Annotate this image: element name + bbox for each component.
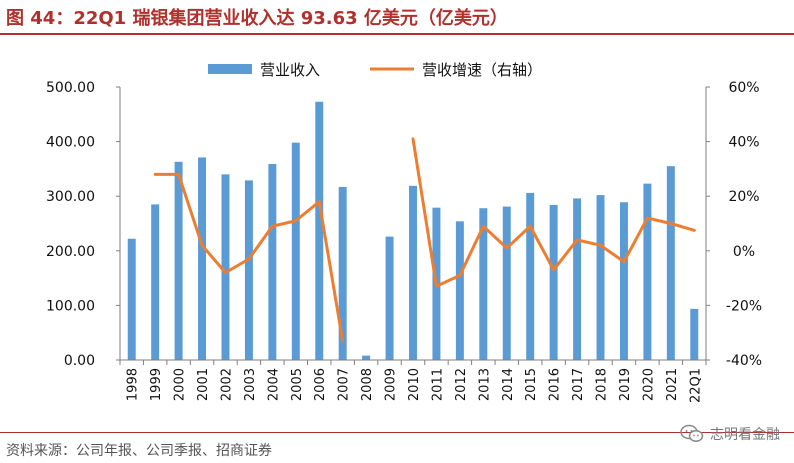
x-tick-label: 2020 (641, 368, 656, 401)
x-axis: 1998 1999 2000 2001 2002 2003 2004 2005 2006 2007… (119, 359, 707, 403)
left-tick-label: 200.00 (46, 244, 95, 260)
x-tick-label: 2016 (548, 368, 563, 401)
x-tick-label: 2006 (313, 368, 328, 401)
growth-line-segment (411, 137, 696, 288)
bar (315, 101, 324, 360)
bar (596, 195, 605, 360)
legend-label-growth: 营收增速（右轴） (422, 61, 542, 79)
bar (198, 157, 207, 360)
legend-swatch-bar (208, 64, 252, 74)
x-tick-label: 2012 (454, 368, 469, 401)
bar (479, 208, 488, 360)
line-series (153, 137, 696, 343)
right-tick-label: 60% (728, 80, 759, 96)
watermark-text: 志明看金融 (710, 427, 780, 443)
bar (291, 142, 300, 360)
chart-title: 图 44：22Q1 瑞银集团营业收入达 93.63 亿美元（亿美元） (6, 8, 508, 29)
x-tick-label: 2008 (360, 368, 375, 401)
x-tick-label: 2017 (571, 368, 586, 401)
x-tick-label: 2003 (243, 368, 258, 401)
x-tick-label: 2010 (407, 368, 422, 401)
bar (338, 186, 347, 360)
bar (362, 355, 371, 360)
left-tick-label: 0.00 (64, 353, 95, 369)
bar (643, 183, 652, 360)
bar (619, 202, 628, 360)
right-tick-label: -20% (726, 298, 762, 314)
chart-svg: 营业收入 营收增速（右轴） 0.00 100.00 200.00 300.00 400.0… (46, 61, 762, 403)
bar (409, 185, 417, 360)
chart-legend: 营业收入 营收增速（右轴） (208, 61, 542, 79)
bar (385, 236, 394, 360)
left-tick-label: 500.00 (46, 80, 95, 96)
legend-label-revenue: 营业收入 (260, 61, 320, 79)
bar (549, 204, 558, 360)
x-tick-label: 2002 (219, 368, 234, 401)
bar (455, 221, 464, 360)
x-tick-label: 2011 (430, 368, 445, 401)
x-tick-label: 2005 (290, 368, 305, 401)
x-tick-label: 2019 (618, 368, 633, 401)
bar (221, 174, 230, 360)
bar (690, 308, 699, 360)
bar (502, 206, 511, 360)
x-tick-label: 2014 (501, 368, 516, 401)
x-tick-label: 2004 (266, 368, 281, 401)
bar (526, 192, 535, 360)
x-tick-label: 2000 (173, 368, 188, 401)
left-axis: 0.00 100.00 200.00 300.00 400.00 500.00 (46, 80, 121, 369)
x-tick-label: 2018 (595, 368, 610, 401)
bar (244, 180, 253, 360)
bar (174, 161, 183, 360)
left-tick-label: 100.00 (46, 298, 95, 314)
x-tick-label: 1999 (149, 368, 164, 401)
right-tick-label: 20% (728, 189, 759, 205)
left-tick-label: 400.00 (46, 135, 95, 151)
x-tick-label: 2015 (524, 368, 539, 401)
source-note: 资料来源：公司年报、公司季报、招商证券 (6, 443, 272, 459)
watermark: 志明看金融 (680, 424, 780, 444)
title-divider (0, 33, 794, 35)
bar (666, 166, 675, 360)
growth-line-segment (153, 172, 345, 343)
x-tick-label: 2013 (477, 368, 492, 401)
wechat-icon (680, 424, 704, 442)
x-tick-label: 1998 (126, 368, 141, 401)
x-tick-label: 2009 (384, 368, 399, 401)
bar (127, 238, 136, 360)
right-tick-label: 40% (728, 135, 759, 151)
right-tick-label: -40% (726, 353, 762, 369)
x-tick-label: 2007 (337, 368, 352, 401)
bar (573, 198, 582, 360)
right-axis: -40% -20% 0% 20% 40% 60% (705, 80, 762, 369)
bar (151, 204, 160, 360)
x-tick-label: 2021 (665, 368, 680, 401)
x-tick-label: 22Q1 (688, 368, 703, 403)
footer-divider (0, 432, 794, 433)
bar (268, 163, 277, 360)
x-tick-label: 2001 (196, 368, 211, 401)
right-tick-label: 0% (733, 244, 755, 260)
left-tick-label: 300.00 (46, 189, 95, 205)
